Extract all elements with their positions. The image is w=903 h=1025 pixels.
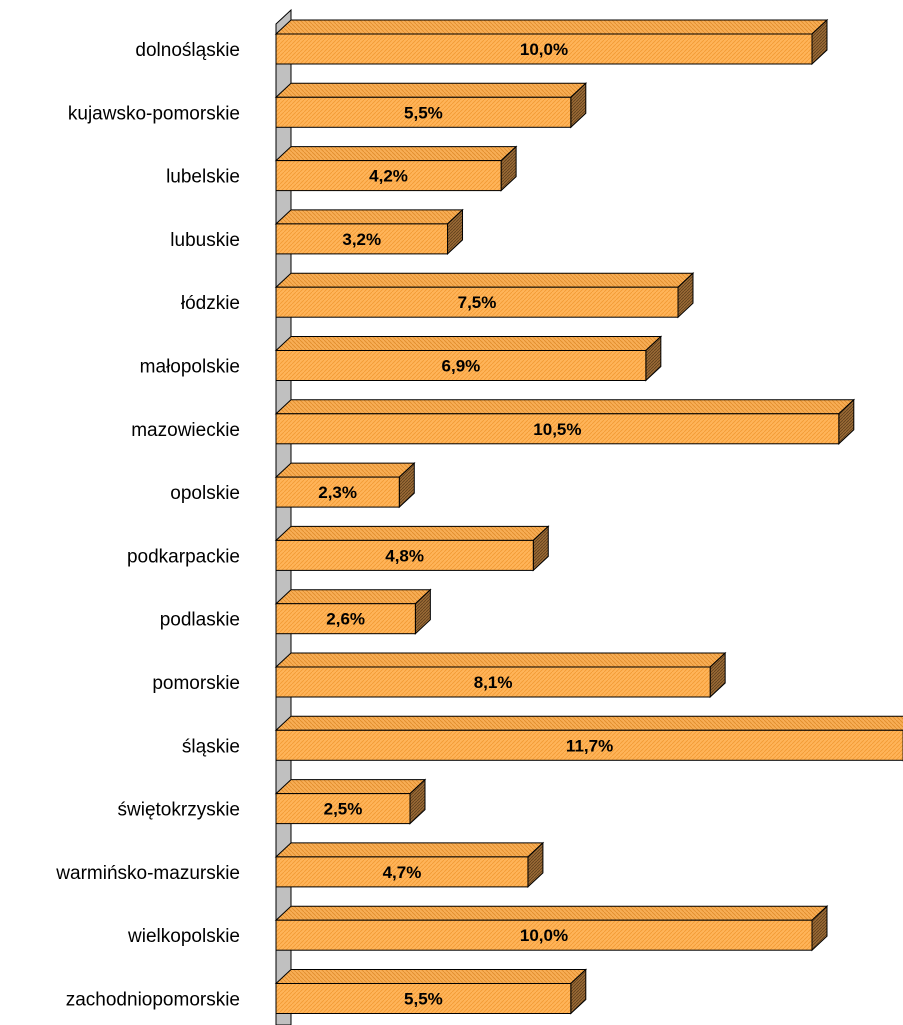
bar: [274, 715, 903, 762]
bar-front-face: [275, 729, 903, 761]
bar-front-face: [275, 413, 840, 445]
bar-top-face: [274, 715, 903, 731]
bar-front-face: [275, 856, 529, 888]
bar-front-face: [275, 33, 813, 65]
category-label: lubelskie: [166, 167, 240, 188]
bar: [274, 145, 518, 192]
bar-top-face: [274, 779, 427, 795]
bar: [274, 588, 432, 635]
value-label: 10,0%: [520, 926, 568, 945]
category-label: wielkopolskie: [127, 926, 240, 947]
value-label: 11,7%: [566, 736, 613, 755]
bar: [274, 905, 829, 952]
category-label: podlaskie: [160, 610, 240, 631]
bar: [274, 208, 464, 256]
bar-top-face: [274, 336, 663, 351]
value-label: 10,0%: [520, 40, 568, 59]
bars-group: [274, 18, 903, 1015]
bar-top-face: [274, 652, 727, 668]
bar-front-face: [275, 350, 647, 381]
value-label: 6,9%: [442, 357, 481, 376]
category-label: łódzkie: [181, 293, 240, 314]
category-label: dolnośląskie: [135, 40, 240, 61]
bar-top-face: [274, 146, 518, 162]
bar-top-face: [274, 399, 856, 415]
bar: [274, 272, 695, 319]
value-label: 5,5%: [404, 990, 443, 1009]
value-label: 5,5%: [404, 103, 443, 122]
bar-front-face: [275, 793, 411, 825]
bar-top-face: [274, 969, 588, 984]
bar-top-face: [274, 842, 545, 858]
bar-top-face: [274, 525, 550, 541]
value-label: 4,2%: [369, 167, 408, 186]
bar-front-face: [275, 983, 572, 1014]
bar-front-face: [275, 666, 711, 698]
bar-front-face: [275, 539, 534, 571]
bar: [274, 968, 588, 1015]
category-labels: dolnośląskie kujawsko-pomorskie lubelskie l…: [55, 40, 240, 1011]
bar-front-face: [275, 286, 679, 318]
category-label: warmińsko-mazurskie: [55, 863, 240, 884]
category-label: kujawsko-pomorskie: [68, 103, 240, 124]
bar: [274, 651, 727, 699]
value-label: 7,5%: [458, 293, 497, 312]
category-label: świętokrzyskie: [118, 800, 240, 821]
bar-top-face: [274, 82, 588, 98]
value-label: 2,3%: [318, 483, 357, 502]
bar-top-face: [274, 905, 829, 921]
category-label: podkarpackie: [127, 546, 240, 567]
category-label: opolskie: [170, 483, 240, 504]
bar-top-face: [274, 272, 695, 288]
category-label: mazowieckie: [131, 420, 240, 441]
bar: [274, 82, 588, 129]
bar: [274, 18, 829, 66]
value-label: 3,2%: [342, 230, 381, 249]
bar-front-face: [275, 603, 416, 635]
category-label: śląskie: [182, 736, 240, 757]
category-label: lubuskie: [170, 230, 240, 251]
bar-front-face: [275, 919, 813, 951]
bar-top-face: [274, 19, 829, 35]
value-label: 4,8%: [385, 546, 424, 565]
value-label: 2,6%: [326, 610, 365, 629]
bar-top-face: [274, 462, 416, 478]
bar-top-face: [274, 209, 464, 225]
category-label: zachodniopomorskie: [66, 990, 240, 1011]
bar: [274, 461, 416, 509]
bar-front-face: [275, 160, 502, 192]
bar: [274, 778, 427, 825]
bar-front-face: [275, 223, 449, 255]
value-label: 10,5%: [533, 420, 581, 439]
value-label: 2,5%: [324, 800, 363, 819]
bar: [274, 398, 856, 445]
bar-top-face: [274, 589, 432, 605]
bar-front-face: [275, 476, 400, 508]
bar: [274, 335, 663, 382]
category-label: małopolskie: [140, 357, 240, 378]
value-label: 8,1%: [474, 673, 513, 692]
bar-front-face: [275, 96, 572, 128]
bar: [274, 841, 545, 889]
category-label: pomorskie: [152, 673, 240, 694]
value-label: 4,7%: [383, 863, 422, 882]
bar: [274, 525, 550, 572]
value-labels: 10,0% 5,5% 4,2% 3,2% 7,5% 6,9% 10,5% 2,3% 4,8% 2,…: [318, 40, 613, 1009]
